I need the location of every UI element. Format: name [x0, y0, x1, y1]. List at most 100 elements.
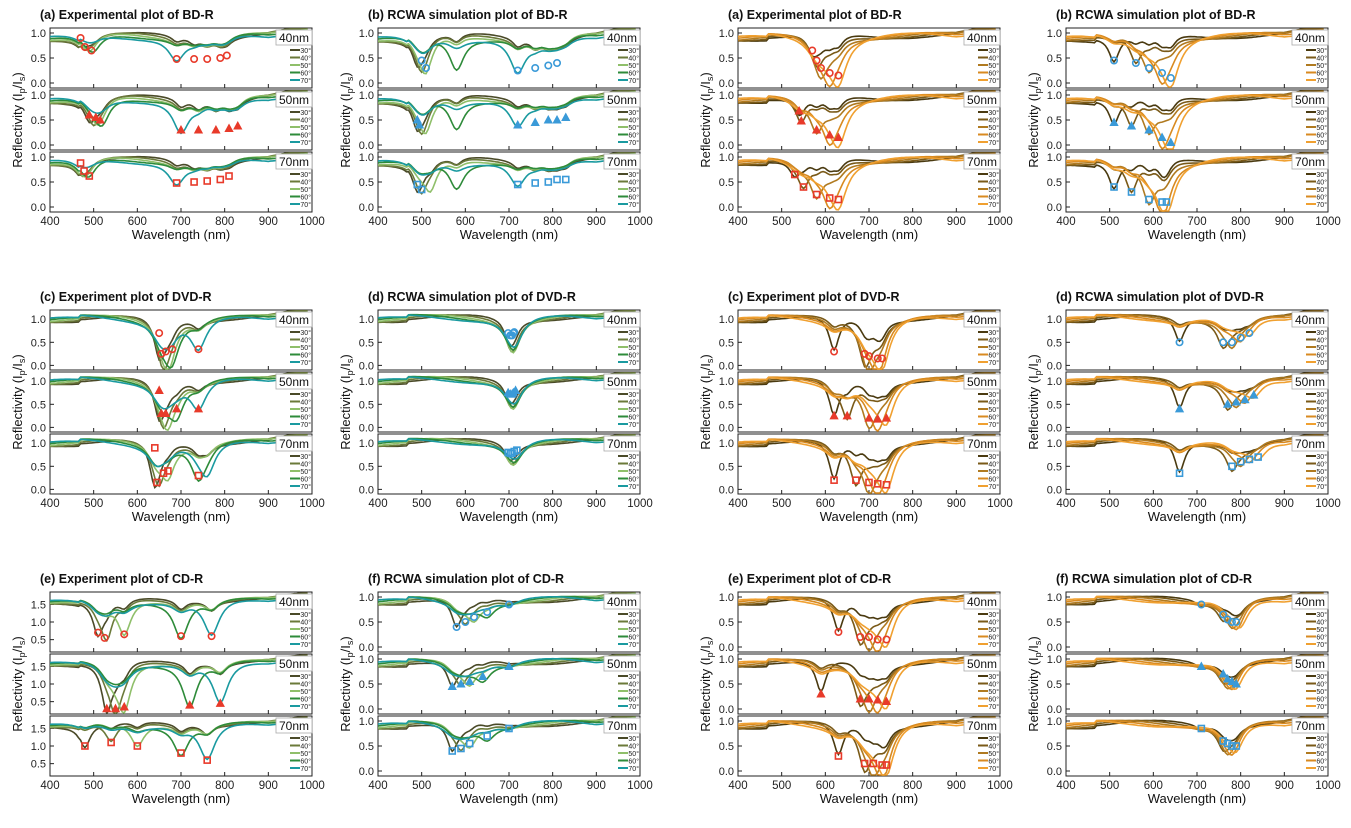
y-tick-label: 1.0	[359, 438, 374, 450]
data-marker	[811, 124, 822, 134]
thickness-box	[603, 373, 641, 390]
data-marker	[120, 630, 129, 639]
y-axis-label-part: /I	[10, 363, 25, 370]
legend-label: 50°	[1316, 468, 1327, 476]
y-axis-label: Reflectivity (Ip/Is)	[698, 72, 715, 168]
legend-label: 40°	[628, 179, 639, 187]
legend-label: 30°	[988, 611, 999, 619]
y-tick-label: 0.0	[359, 202, 374, 214]
legend-label: 50°	[1316, 186, 1327, 194]
thickness-box	[963, 153, 1001, 170]
thickness-box	[1291, 373, 1329, 390]
subplot-70nm: 0.0 0.5 1.0 70nm 30°40°50°60°70°	[719, 151, 1001, 214]
x-tick-label: 500	[772, 780, 791, 792]
x-tick-label: 800	[1231, 216, 1250, 228]
x-tick-label: 900	[587, 780, 606, 792]
legend-label: 60°	[628, 414, 639, 422]
series-group	[378, 90, 636, 136]
thickness-label: 40nm	[607, 313, 637, 327]
legend-label: 70°	[628, 765, 639, 773]
series-group	[50, 716, 308, 764]
data-marker	[544, 61, 553, 70]
data-marker	[834, 752, 843, 760]
y-axis-label-part: )	[10, 636, 25, 640]
legend-label: 60°	[300, 414, 311, 422]
legend-label: 30°	[300, 453, 311, 461]
legend-label: 40°	[300, 461, 311, 469]
y-axis-label: Reflectivity (Ip/Is)	[338, 354, 355, 450]
y-axis-label-part: /I	[698, 645, 713, 652]
data-marker	[483, 607, 492, 616]
y-axis-label-part: /I	[698, 363, 713, 370]
legend-label: 70°	[628, 421, 639, 429]
x-tick-label: 600	[1144, 498, 1163, 510]
y-tick-label: 1.0	[359, 314, 374, 326]
series-group	[50, 654, 308, 714]
x-tick-label: 800	[903, 780, 922, 792]
thickness-label: 70nm	[279, 437, 309, 451]
y-axis-label: Reflectivity (Ip/Is)	[1026, 72, 1043, 168]
series-group	[738, 592, 996, 652]
legend-label: 50°	[300, 626, 311, 634]
legend-label: 70°	[988, 703, 999, 711]
x-tick-label: 900	[1275, 216, 1294, 228]
x-tick-label: 700	[171, 216, 190, 228]
y-tick-label: 0.5	[1047, 177, 1062, 189]
series-group	[1066, 592, 1324, 631]
legend-label: 60°	[628, 70, 639, 78]
data-marker	[151, 444, 159, 452]
x-tick-label: 800	[543, 780, 562, 792]
x-tick-label: 600	[1144, 216, 1163, 228]
data-marker	[1131, 58, 1140, 67]
legend-label: 70°	[1316, 703, 1327, 711]
x-tick-label: 400	[368, 498, 387, 510]
data-marker	[417, 185, 426, 194]
x-tick-label: 400	[368, 780, 387, 792]
y-tick-label: 0.5	[719, 679, 734, 691]
y-axis-label-part: Reflectivity (I	[338, 657, 353, 731]
y-tick-label: 0.0	[31, 78, 46, 90]
data-marker	[1232, 617, 1241, 626]
y-tick-label: 0.0	[1047, 78, 1062, 90]
y-axis-label-sub: p	[17, 652, 27, 657]
legend-label: 60°	[628, 696, 639, 704]
x-tick-label: 1000	[627, 780, 653, 792]
legend-label: 40°	[988, 619, 999, 627]
series-line-60°	[1066, 312, 1324, 343]
y-axis-label-sub: s	[705, 76, 715, 81]
data-marker	[1175, 469, 1184, 478]
y-axis-label-part: Reflectivity (I	[698, 375, 713, 449]
legend-label: 60°	[1316, 132, 1327, 140]
y-tick-label: 0.0	[719, 766, 734, 778]
data-marker	[873, 635, 882, 644]
data-marker	[233, 120, 243, 130]
subplot-40nm: 0.0 0.5 1.0 40nm 30°40°50°60°70°	[359, 309, 641, 372]
data-marker	[119, 701, 129, 711]
legend-label: 50°	[1316, 406, 1327, 414]
series-line-70°	[378, 312, 636, 349]
legend-label: 50°	[988, 406, 999, 414]
series-group	[50, 152, 308, 187]
series-group	[50, 434, 308, 489]
legend-label: 30°	[628, 611, 639, 619]
y-axis-label-part: Reflectivity (I	[1026, 375, 1041, 449]
chart-panel-cd-exp-o: (e) Experiment plot of CD-R 0.0 0.5 1.0 40nm…	[698, 572, 1013, 806]
legend-label: 40°	[300, 743, 311, 751]
data-marker	[830, 347, 839, 356]
y-axis-label-sub: s	[17, 76, 27, 81]
x-tick-label: 500	[84, 780, 103, 792]
data-marker	[825, 194, 834, 202]
legend-label: 70°	[628, 359, 639, 367]
subplot-50nm: 0.0 0.5 1.0 50nm 30°40°50°60°70°	[719, 371, 1001, 434]
thickness-box	[275, 311, 313, 328]
y-tick-label: 1.0	[31, 679, 46, 691]
x-tick-label: 500	[412, 216, 431, 228]
series-line-70°	[738, 436, 996, 494]
series-line-70°	[1066, 718, 1324, 754]
data-marker	[561, 112, 571, 121]
legend-label: 50°	[1316, 688, 1327, 696]
legend-label: 40°	[988, 55, 999, 63]
data-marker	[452, 622, 461, 631]
subplot-70nm: 0.0 0.5 1.0 70nm 30°40°50°60°70°	[1047, 151, 1329, 214]
chart-title: (b) RCWA simulation plot of BD-R	[368, 8, 568, 22]
